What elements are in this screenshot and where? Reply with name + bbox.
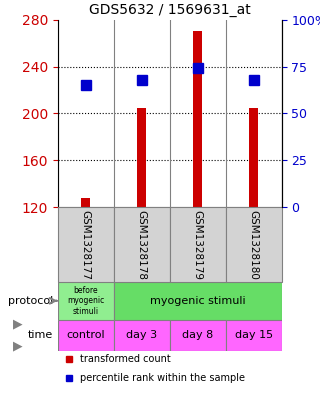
FancyBboxPatch shape bbox=[114, 282, 282, 320]
FancyBboxPatch shape bbox=[226, 320, 282, 351]
FancyBboxPatch shape bbox=[170, 207, 226, 282]
Text: day 3: day 3 bbox=[126, 330, 157, 340]
Text: day 15: day 15 bbox=[235, 330, 273, 340]
Text: transformed count: transformed count bbox=[80, 354, 171, 364]
Text: GSM1328179: GSM1328179 bbox=[193, 209, 203, 279]
Text: GSM1328177: GSM1328177 bbox=[81, 209, 91, 279]
Text: GSM1328180: GSM1328180 bbox=[249, 209, 259, 279]
Text: myogenic stimuli: myogenic stimuli bbox=[150, 296, 245, 306]
FancyBboxPatch shape bbox=[114, 207, 170, 282]
FancyBboxPatch shape bbox=[226, 207, 282, 282]
Bar bbox=[81, 198, 90, 207]
FancyBboxPatch shape bbox=[58, 320, 114, 351]
Text: GSM1328178: GSM1328178 bbox=[137, 209, 147, 279]
FancyBboxPatch shape bbox=[58, 282, 114, 320]
FancyBboxPatch shape bbox=[170, 320, 226, 351]
Text: protocol: protocol bbox=[8, 296, 53, 306]
FancyBboxPatch shape bbox=[114, 320, 170, 351]
Bar bbox=[249, 108, 258, 207]
Text: ▶: ▶ bbox=[13, 318, 22, 331]
Text: day 8: day 8 bbox=[182, 330, 213, 340]
Title: GDS5632 / 1569631_at: GDS5632 / 1569631_at bbox=[89, 3, 251, 17]
Bar bbox=[137, 108, 146, 207]
Text: ▶: ▶ bbox=[13, 339, 22, 353]
Bar bbox=[193, 31, 202, 207]
FancyBboxPatch shape bbox=[58, 207, 114, 282]
Text: percentile rank within the sample: percentile rank within the sample bbox=[80, 373, 245, 383]
Text: before
myogenic
stimuli: before myogenic stimuli bbox=[67, 286, 104, 316]
Text: time: time bbox=[28, 330, 53, 340]
Text: control: control bbox=[66, 330, 105, 340]
